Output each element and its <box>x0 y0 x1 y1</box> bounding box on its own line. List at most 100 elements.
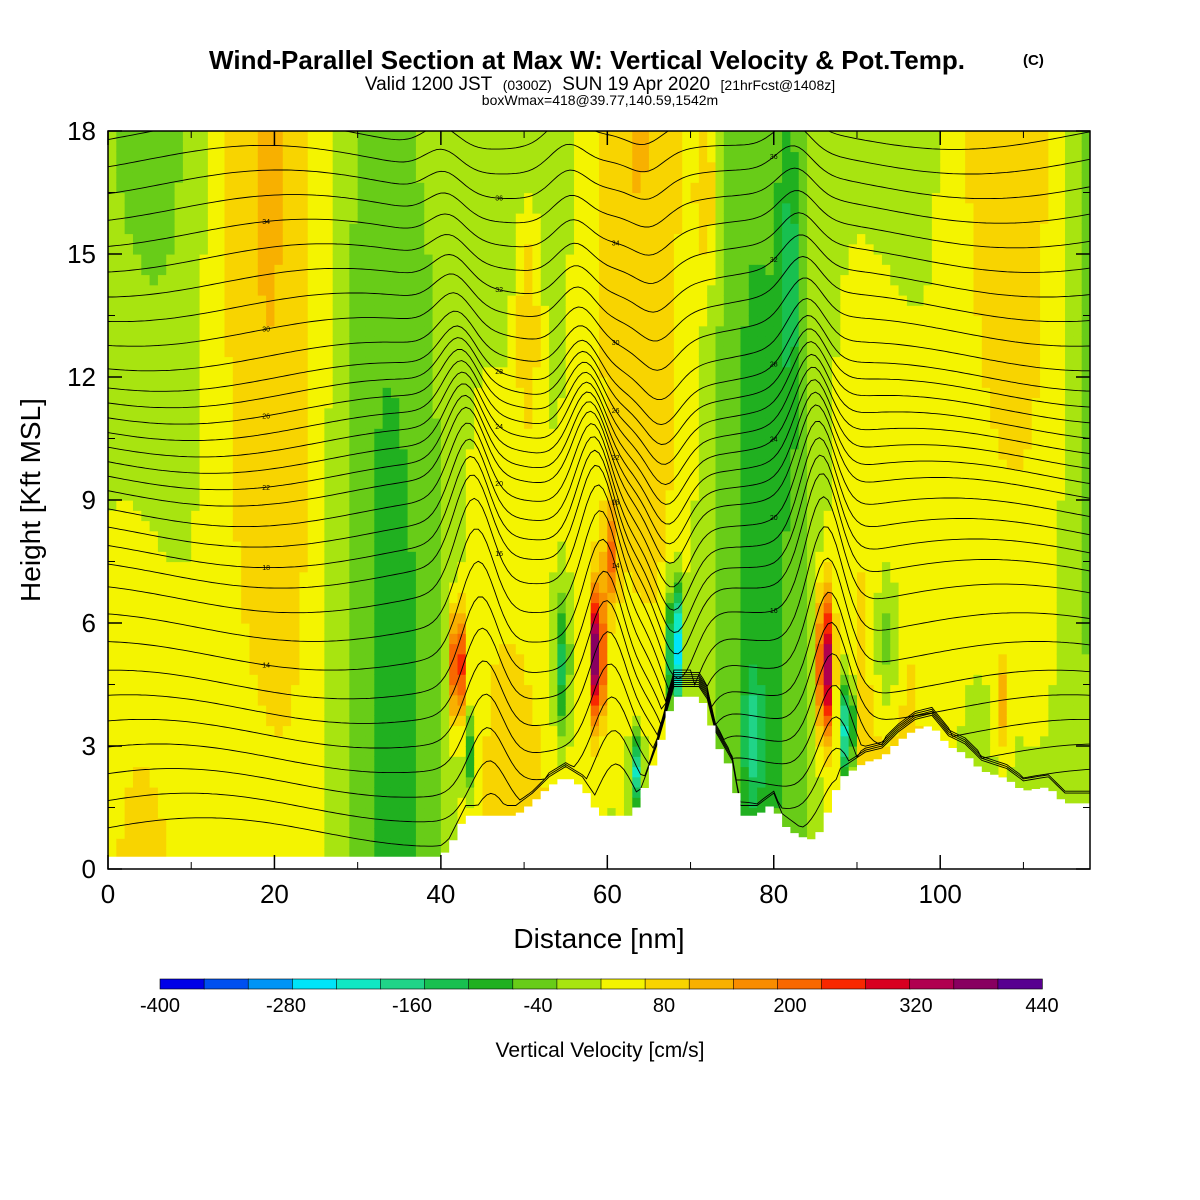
w-cell <box>465 592 475 604</box>
w-cell <box>307 356 317 368</box>
w-cell <box>157 438 167 450</box>
w-cell <box>449 664 459 675</box>
w-cell <box>157 315 167 327</box>
w-cell <box>648 336 658 347</box>
chart-title: Wind-Parallel Section at Max W: Vertical… <box>209 45 965 75</box>
w-cell <box>307 151 317 163</box>
w-cell <box>424 284 434 296</box>
w-cell <box>216 643 226 655</box>
w-cell <box>241 653 251 665</box>
w-cell <box>424 530 434 542</box>
w-cell <box>665 407 675 419</box>
w-cell <box>615 325 625 337</box>
w-cell <box>599 274 608 286</box>
w-cell <box>532 459 542 470</box>
w-cell <box>648 151 658 163</box>
w-cell <box>374 397 384 409</box>
w-cell <box>232 571 242 583</box>
w-cell <box>465 151 475 163</box>
w-cell <box>191 243 201 255</box>
w-cell <box>490 172 500 183</box>
w-cell <box>432 705 442 716</box>
w-cell <box>274 407 284 419</box>
w-cell <box>607 233 617 245</box>
w-cell <box>648 489 658 501</box>
vertical-velocity-field <box>108 131 1090 869</box>
w-cell <box>648 428 658 440</box>
w-cell <box>349 284 359 296</box>
w-cell <box>349 233 359 245</box>
w-cell <box>216 407 226 419</box>
w-cell <box>157 807 167 819</box>
w-cell <box>565 336 575 347</box>
w-cell <box>291 623 300 634</box>
w-cell <box>141 520 151 532</box>
w-cell <box>582 582 592 593</box>
w-cell <box>507 151 517 163</box>
w-cell <box>232 325 242 337</box>
w-cell <box>182 735 192 747</box>
w-cell <box>182 243 192 255</box>
w-cell <box>540 151 550 163</box>
w-cell <box>365 776 375 788</box>
w-cell <box>474 336 484 347</box>
w-cell <box>307 571 317 583</box>
w-cell <box>540 213 550 224</box>
w-cell <box>108 705 117 716</box>
w-cell <box>282 356 292 368</box>
w-cell <box>374 202 384 214</box>
w-cell <box>615 407 625 419</box>
w-cell <box>149 479 159 491</box>
w-cell <box>648 182 658 194</box>
w-cell <box>482 469 492 481</box>
w-cell <box>390 776 400 788</box>
w-cell <box>457 817 467 829</box>
w-cell <box>191 213 201 224</box>
w-cell <box>224 356 234 368</box>
w-cell <box>157 469 167 481</box>
w-cell <box>623 797 633 809</box>
w-cell <box>415 161 425 173</box>
w-cell <box>557 131 567 142</box>
w-cell <box>299 172 309 183</box>
w-cell <box>415 756 425 768</box>
w-cell <box>232 735 242 747</box>
w-cell <box>274 776 284 788</box>
w-cell <box>108 469 117 481</box>
w-cell <box>341 633 350 645</box>
w-cell <box>648 254 658 265</box>
w-cell <box>474 756 484 768</box>
w-cell <box>482 797 492 809</box>
w-cell <box>199 161 209 173</box>
w-cell <box>341 182 350 194</box>
w-cell <box>432 295 442 306</box>
w-cell <box>266 510 276 522</box>
w-cell <box>341 172 350 183</box>
w-cell <box>207 838 217 850</box>
w-cell <box>532 315 542 327</box>
w-cell <box>116 264 126 276</box>
w-cell <box>499 787 509 798</box>
w-cell <box>615 756 625 768</box>
w-cell <box>440 295 450 306</box>
w-cell <box>182 428 192 440</box>
w-cell <box>574 592 583 604</box>
w-cell <box>565 131 575 142</box>
w-cell <box>549 346 558 358</box>
w-cell <box>224 530 234 542</box>
w-cell <box>499 592 509 604</box>
w-cell <box>199 469 209 481</box>
w-cell <box>116 623 126 634</box>
w-cell <box>424 346 434 358</box>
w-cell <box>424 469 434 481</box>
w-cell <box>116 541 126 552</box>
w-cell <box>207 633 217 645</box>
w-cell <box>607 520 617 532</box>
w-cell <box>307 213 317 224</box>
w-cell <box>266 602 276 614</box>
w-cell <box>623 776 633 788</box>
w-cell <box>124 387 134 399</box>
w-cell <box>157 725 167 737</box>
w-cell <box>574 469 583 481</box>
w-cell <box>499 428 509 440</box>
